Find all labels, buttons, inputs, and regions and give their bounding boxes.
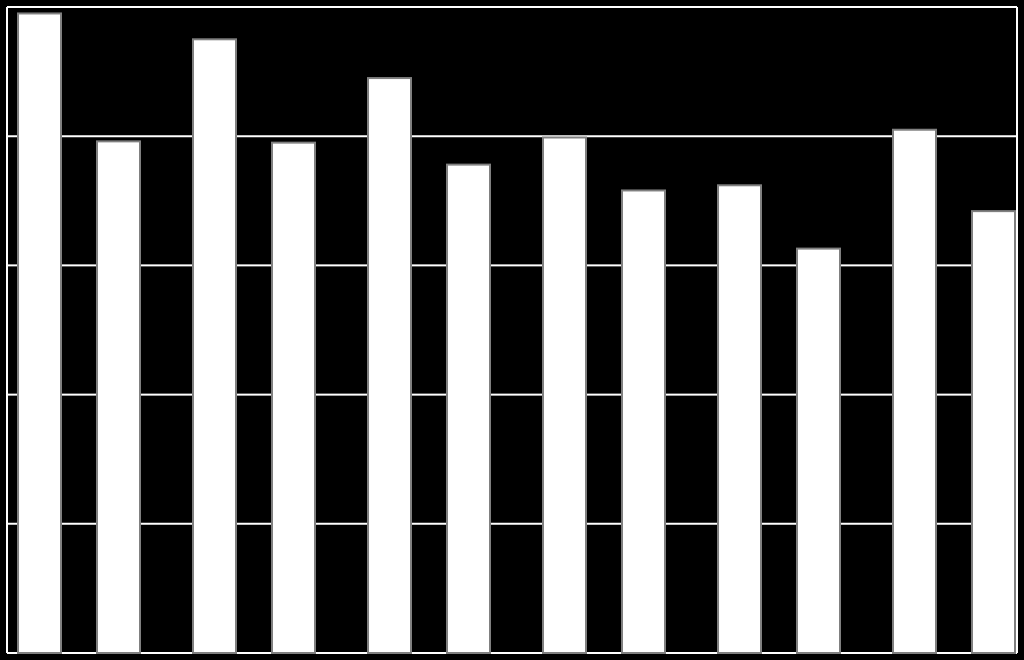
bar xyxy=(193,39,236,653)
bar xyxy=(543,137,586,653)
bar xyxy=(447,165,490,653)
bar xyxy=(18,13,61,653)
bar xyxy=(718,185,761,653)
bar-chart xyxy=(0,0,1024,660)
bar xyxy=(797,249,840,653)
bar xyxy=(972,211,1015,653)
bar xyxy=(622,190,665,653)
bar xyxy=(272,143,315,653)
bar xyxy=(893,130,936,653)
bar xyxy=(368,78,411,653)
bar xyxy=(97,141,140,653)
